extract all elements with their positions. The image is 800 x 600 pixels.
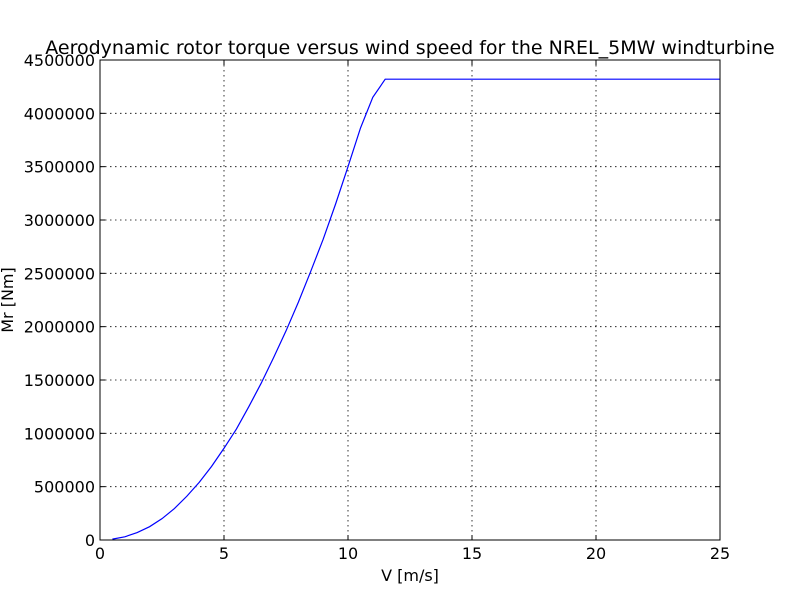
y-tick-label: 1500000 (24, 371, 95, 390)
y-tick-label: 1000000 (24, 424, 95, 443)
x-tick-label: 20 (586, 544, 606, 563)
y-tick-label: 4000000 (24, 104, 95, 123)
y-axis-label: Mr [Nm] (0, 267, 17, 333)
axis-ticks: 0 5 10 15 20 25 0 500000 1000000 1500000 2000000 25… (24, 51, 730, 563)
y-tick-label: 3500000 (24, 158, 95, 177)
x-tick-label: 0 (95, 544, 105, 563)
x-tick-label: 25 (710, 544, 730, 563)
grid-lines (100, 60, 720, 540)
x-tick-label: 5 (219, 544, 229, 563)
torque-series-line (112, 78, 720, 540)
x-tick-label: 15 (462, 544, 482, 563)
plot-frame (99, 59, 721, 541)
x-axis-label: V [m/s] (381, 566, 439, 585)
y-tick-label: 2500000 (24, 264, 95, 283)
chart-title: Aerodynamic rotor torque versus wind spe… (45, 37, 774, 59)
series-layer (112, 78, 720, 540)
x-tick-label: 10 (338, 544, 358, 563)
y-tick-label: 2000000 (24, 318, 95, 337)
y-tick-label: 500000 (34, 478, 95, 497)
y-tick-label: 4500000 (24, 51, 95, 70)
y-tick-label: 0 (85, 531, 95, 550)
y-tick-label: 3000000 (24, 211, 95, 230)
